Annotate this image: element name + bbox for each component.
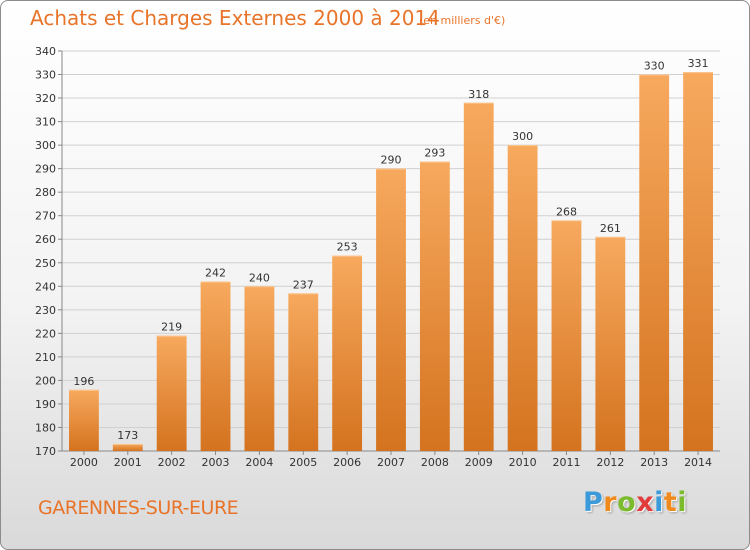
y-tick-label: 280 [35, 186, 56, 199]
data-labels: 196 173 219 242 240 237 253 290 293 318 300 268 261 3… [73, 57, 708, 442]
y-tick-label: 320 [35, 92, 56, 105]
bar-2003 [200, 281, 231, 451]
y-tick-label: 330 [35, 69, 56, 82]
bar-2009 [463, 102, 494, 451]
bar-2011 [551, 220, 582, 451]
bar-2005 [288, 293, 319, 451]
x-tick-label: 2011 [552, 456, 580, 469]
bar-2013 [639, 74, 670, 451]
logo-letter: t [663, 487, 678, 518]
bar-2000 [69, 389, 99, 451]
x-tick-label: 2005 [289, 456, 317, 469]
y-tick-label: 230 [35, 304, 56, 317]
bar-2004 [244, 286, 275, 451]
logo-letter: r [603, 487, 618, 518]
x-tick-labels: 2000 2001 2002 2003 2004 2005 2006 2007 2008 2009… [70, 456, 712, 469]
bar-2012 [595, 236, 626, 451]
x-tick-label: 2014 [684, 456, 712, 469]
data-label: 219 [161, 321, 182, 334]
bar-2008 [419, 161, 450, 451]
y-tick-label: 270 [35, 210, 56, 223]
x-tick-label: 2006 [333, 456, 361, 469]
data-label: 261 [600, 222, 621, 235]
x-tick-label: 2007 [377, 456, 405, 469]
logo-letter: i [654, 487, 664, 518]
data-label: 173 [117, 429, 138, 442]
x-tick-label: 2009 [465, 456, 493, 469]
bar-2001 [112, 443, 143, 451]
x-tick-label: 2003 [202, 456, 230, 469]
y-tick-label: 180 [35, 421, 56, 434]
y-tick-label: 260 [35, 233, 56, 246]
x-tick-label: 2008 [421, 456, 449, 469]
data-label: 253 [337, 241, 358, 254]
data-label: 242 [205, 267, 226, 280]
y-tick-label: 310 [35, 116, 56, 129]
chart-title: Achats et Charges Externes 2000 à 2014 [30, 6, 440, 30]
data-label: 196 [73, 375, 94, 388]
x-tick-label: 2012 [596, 456, 624, 469]
x-tick-label: 2001 [114, 456, 142, 469]
data-label: 268 [556, 205, 577, 218]
proxiti-logo[interactable]: Proxiti [583, 487, 687, 518]
commune-name: GARENNES-SUR-EURE [38, 497, 239, 519]
y-tick-label: 340 [35, 45, 56, 58]
bar-2006 [332, 255, 363, 451]
data-label: 290 [381, 154, 402, 167]
x-tick-label: 2000 [70, 456, 98, 469]
bar-2014 [683, 72, 713, 452]
logo-letter: x [636, 487, 655, 518]
x-tick-label: 2002 [158, 456, 186, 469]
y-tick-label: 210 [35, 351, 56, 364]
data-label: 240 [249, 271, 270, 284]
logo-letter: o [617, 487, 637, 518]
logo-letter: i [677, 487, 688, 518]
y-tick-label: 300 [35, 139, 56, 152]
y-tick-label: 290 [35, 163, 56, 176]
y-tick-labels: 170 180 190 200 210 220 230 240 250 260 270 280 290 3… [35, 45, 56, 458]
chart-unit-label: (en milliers d'€) [419, 14, 506, 27]
data-label: 293 [424, 147, 445, 160]
bar-2010 [507, 145, 538, 451]
bar-2002 [156, 335, 187, 451]
x-tick-label: 2004 [245, 456, 273, 469]
y-tick-label: 250 [35, 257, 56, 270]
bar-2007 [376, 168, 406, 451]
data-label: 331 [688, 57, 709, 70]
data-label: 300 [512, 130, 533, 143]
x-tick-label: 2010 [509, 456, 537, 469]
x-tick-label: 2013 [640, 456, 668, 469]
data-label: 330 [644, 60, 665, 73]
y-tick-label: 170 [35, 445, 56, 458]
y-tick-label: 190 [35, 398, 56, 411]
logo-letter: P [583, 487, 604, 518]
y-tick-label: 220 [35, 327, 56, 340]
bars [69, 72, 713, 452]
y-tick-label: 200 [35, 374, 56, 387]
data-label: 237 [293, 278, 314, 291]
data-label: 318 [468, 88, 489, 101]
y-tick-label: 240 [35, 280, 56, 293]
